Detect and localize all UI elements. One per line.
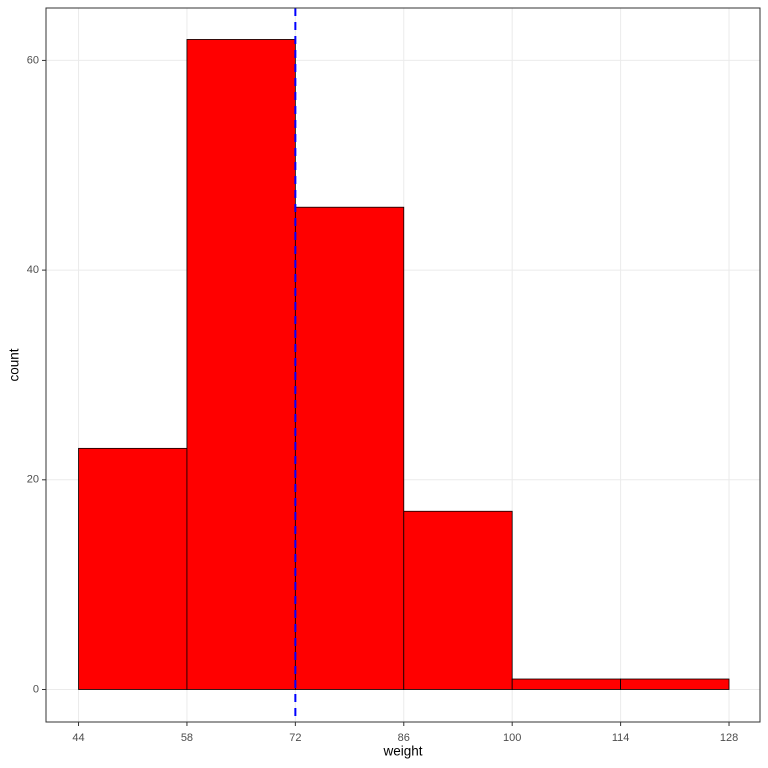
y-tick-label: 60 — [27, 54, 39, 66]
y-tick-label: 20 — [27, 474, 39, 486]
x-tick-label: 44 — [72, 732, 84, 744]
x-tick-label: 72 — [289, 732, 301, 744]
x-tick-label: 128 — [720, 732, 738, 744]
bar — [78, 447, 188, 690]
x-tick-label: 100 — [503, 732, 521, 744]
bar — [511, 678, 622, 690]
bar — [403, 510, 513, 690]
x-tick-label: 86 — [398, 732, 410, 744]
bar — [620, 678, 730, 690]
y-axis-label: count — [7, 348, 22, 381]
y-tick-label: 40 — [27, 264, 39, 276]
x-tick-label: 58 — [181, 732, 193, 744]
panel-border — [45, 7, 761, 723]
x-tick-label: 114 — [612, 732, 630, 744]
bar — [186, 39, 296, 690]
y-tick-label: 0 — [33, 683, 39, 695]
x-axis-label: weight — [382, 744, 422, 759]
bar — [294, 206, 405, 690]
